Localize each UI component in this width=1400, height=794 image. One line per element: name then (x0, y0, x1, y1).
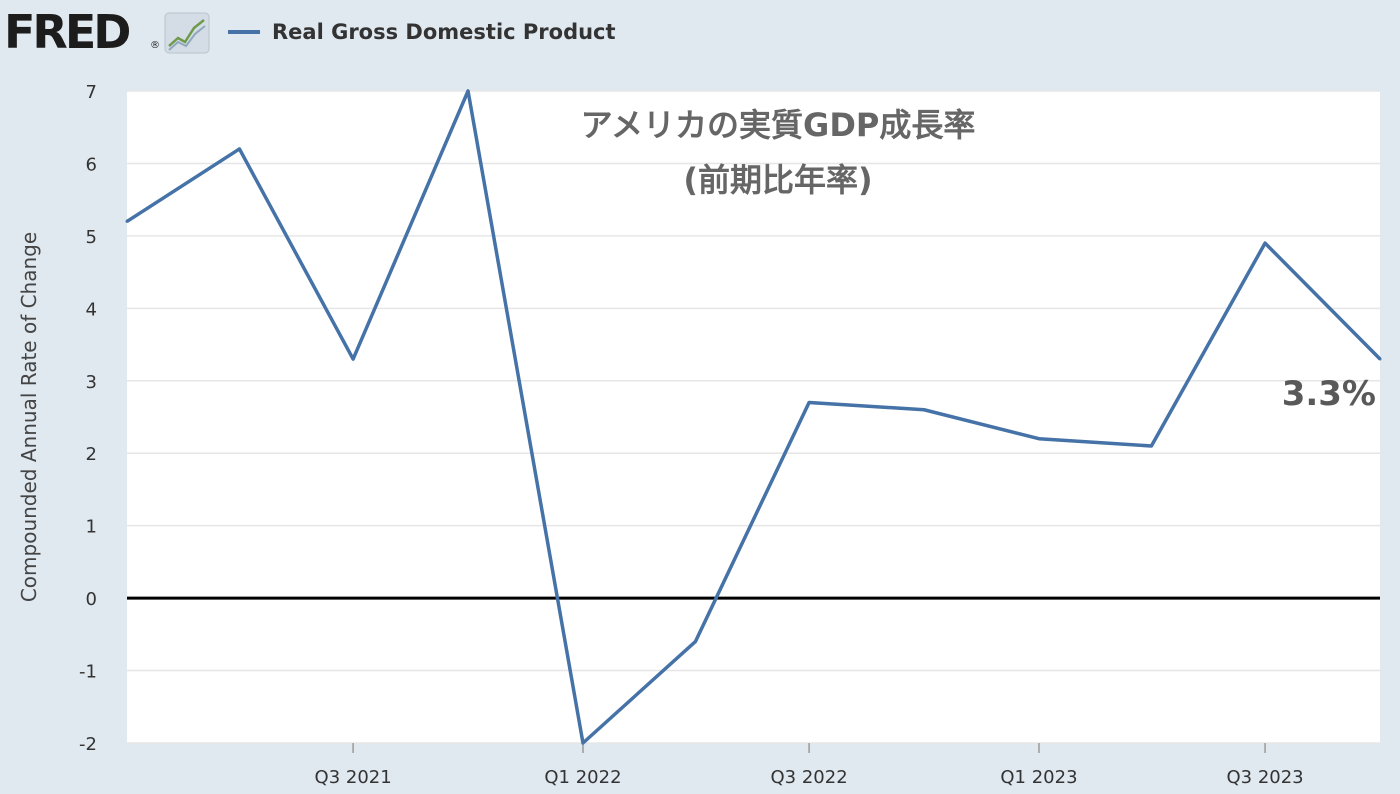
x-tick-label: Q1 2022 (544, 767, 621, 788)
x-tick-label: Q1 2023 (1000, 767, 1077, 788)
grid-lines (127, 90, 1380, 744)
chart-title: アメリカの実質GDP成長率 (581, 106, 976, 144)
y-tick-label: 6 (86, 154, 97, 175)
series-line (126, 89, 1382, 745)
data-point (1037, 437, 1041, 441)
x-tick-label: Q3 2023 (1226, 767, 1303, 788)
y-axis-label: Compounded Annual Rate of Change (17, 232, 41, 602)
y-tick-label: 4 (86, 299, 97, 320)
data-point (693, 640, 697, 644)
y-tick-label: -1 (79, 662, 97, 683)
y-tick-label: 5 (86, 227, 97, 248)
legend-label: Real Gross Domestic Product (272, 20, 616, 44)
registered-mark: ® (150, 40, 160, 51)
data-point (1149, 444, 1153, 448)
y-tick-label: 1 (86, 517, 97, 538)
y-axis-ticks: -2 -1 0 1 2 3 4 5 6 7 (79, 82, 97, 755)
x-tick-label: Q3 2022 (771, 767, 848, 788)
chart-subtitle: (前期比年率) (683, 161, 872, 199)
data-point (581, 741, 585, 745)
data-point (1263, 241, 1267, 245)
series-group (125, 89, 1382, 745)
data-point (466, 89, 470, 93)
data-point (351, 357, 355, 361)
data-point (1378, 357, 1382, 361)
legend-swatch (228, 30, 260, 34)
plot-area (127, 91, 1380, 743)
latest-value-annotation: 3.3% (1282, 374, 1376, 414)
chart-line-icon (164, 12, 210, 54)
y-tick-label: -2 (79, 734, 97, 755)
y-tick-label: 0 (86, 589, 97, 610)
y-tick-label: 7 (86, 82, 97, 103)
x-axis-ticks: Q3 2021 Q1 2022 Q3 2022 Q1 2023 Q3 2023 (315, 743, 1304, 788)
fred-logo[interactable]: FRED (4, 5, 131, 59)
data-point (125, 219, 129, 223)
y-tick-label: 2 (86, 444, 97, 465)
data-point (922, 408, 926, 412)
y-tick-label: 3 (86, 372, 97, 393)
chart-header: FRED ® Real Gross Domestic Product (0, 0, 1400, 66)
data-point (807, 401, 811, 405)
x-tick-label: Q3 2021 (315, 767, 392, 788)
legend: Real Gross Domestic Product (228, 14, 616, 50)
data-point (237, 147, 241, 151)
